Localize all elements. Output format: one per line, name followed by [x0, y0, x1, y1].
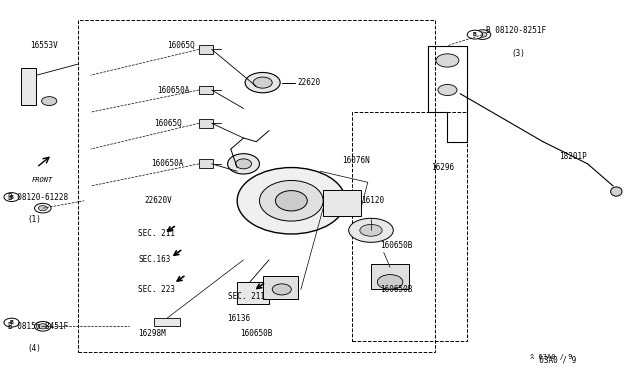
Bar: [78, 20, 435, 352]
Bar: [199, 86, 213, 94]
Text: 160650A: 160650A: [157, 86, 190, 94]
Circle shape: [38, 324, 47, 329]
Text: (3): (3): [511, 49, 525, 58]
Circle shape: [4, 193, 19, 202]
Text: SEC. 223: SEC. 223: [138, 285, 175, 294]
Text: (4): (4): [27, 344, 41, 353]
Text: 160650B: 160650B: [381, 285, 413, 294]
Text: 18201P: 18201P: [559, 152, 587, 161]
Text: 16076N: 16076N: [342, 155, 370, 165]
Text: SEC. 211: SEC. 211: [228, 292, 264, 301]
Text: FRONT: FRONT: [32, 177, 53, 183]
Ellipse shape: [245, 73, 280, 93]
Text: B: B: [473, 32, 477, 37]
Text: 160650A: 160650A: [151, 159, 184, 169]
Circle shape: [467, 30, 483, 39]
Bar: [371, 263, 409, 289]
Text: 16298M: 16298M: [138, 329, 166, 338]
Bar: [199, 160, 213, 168]
Text: 16065Q: 16065Q: [167, 41, 195, 50]
Circle shape: [38, 206, 47, 211]
Text: B 08120-8251F: B 08120-8251F: [486, 26, 546, 35]
Ellipse shape: [360, 224, 382, 236]
Text: ^ 63A0 / 9: ^ 63A0 / 9: [531, 355, 577, 364]
Text: 160650B: 160650B: [381, 241, 413, 250]
Ellipse shape: [228, 154, 259, 174]
Circle shape: [436, 54, 459, 67]
Circle shape: [35, 203, 51, 213]
Ellipse shape: [253, 77, 272, 88]
Text: 16136: 16136: [228, 314, 251, 323]
Ellipse shape: [237, 167, 346, 234]
Text: 16553V: 16553V: [30, 41, 58, 50]
Ellipse shape: [236, 159, 252, 169]
Circle shape: [438, 84, 457, 96]
Text: B 08156-8451F: B 08156-8451F: [8, 322, 68, 331]
Bar: [323, 190, 362, 215]
Circle shape: [478, 32, 487, 37]
Text: 160650B: 160650B: [241, 329, 273, 338]
Bar: [237, 282, 269, 304]
Bar: [154, 318, 180, 326]
Ellipse shape: [378, 275, 403, 289]
Text: B: B: [10, 195, 13, 199]
Text: 16296: 16296: [431, 163, 454, 172]
Bar: [20, 68, 36, 105]
Text: 16065Q: 16065Q: [154, 119, 182, 128]
Ellipse shape: [275, 190, 307, 211]
Circle shape: [4, 318, 19, 327]
Bar: [199, 45, 213, 54]
Bar: [352, 112, 467, 341]
Circle shape: [35, 321, 51, 331]
Text: SEC.163: SEC.163: [138, 255, 171, 264]
Text: 22620: 22620: [298, 78, 321, 87]
Bar: [199, 119, 213, 128]
Text: ^ 63A0 / 9: ^ 63A0 / 9: [531, 353, 573, 359]
Text: 16120: 16120: [362, 196, 385, 205]
Text: B: B: [10, 320, 13, 325]
Text: B 08120-61228: B 08120-61228: [8, 193, 68, 202]
Ellipse shape: [611, 187, 622, 196]
Circle shape: [42, 97, 57, 106]
Ellipse shape: [259, 180, 323, 221]
Text: 22620V: 22620V: [145, 196, 173, 205]
Text: SEC. 211: SEC. 211: [138, 230, 175, 238]
Ellipse shape: [349, 218, 394, 242]
Ellipse shape: [272, 284, 291, 295]
Bar: [262, 276, 298, 299]
Text: (1): (1): [27, 215, 41, 224]
Circle shape: [474, 30, 491, 39]
